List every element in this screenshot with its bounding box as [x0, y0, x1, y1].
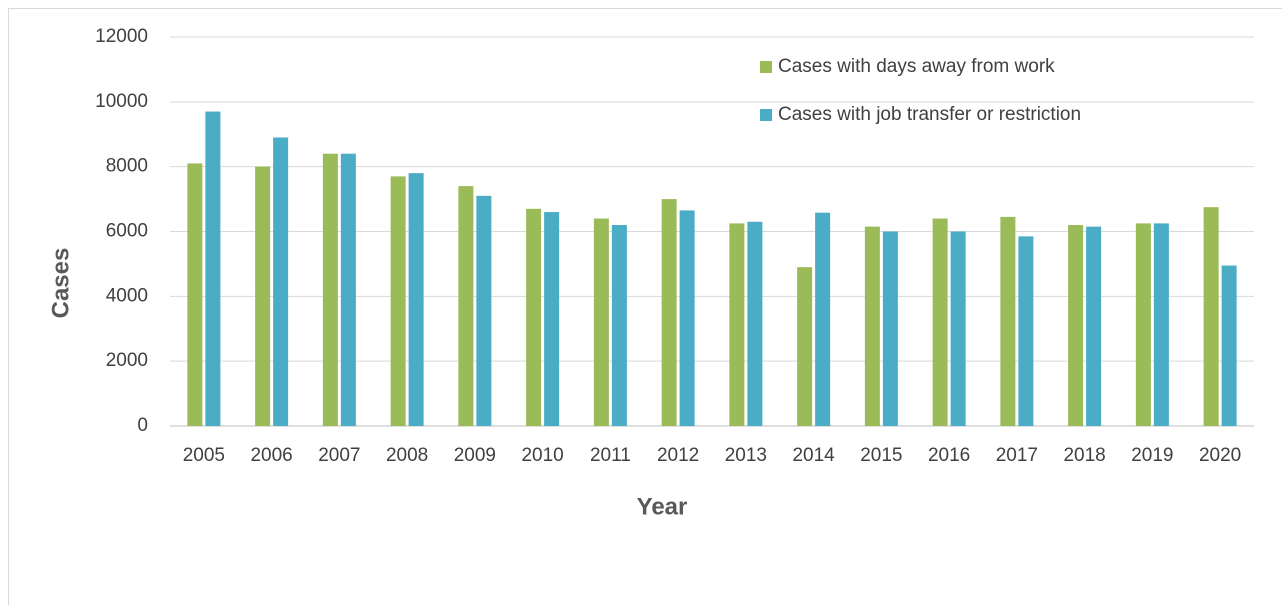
legend-label: Cases with days away from work	[778, 56, 1055, 77]
x-tick-label: 2012	[657, 445, 699, 466]
bar	[815, 212, 831, 426]
x-tick-label: 2011	[590, 445, 631, 466]
y-tick-label: 6000	[106, 221, 148, 242]
x-tick-label: 2009	[454, 445, 496, 466]
bar	[611, 225, 627, 426]
y-tick-label: 10000	[95, 91, 148, 112]
bar	[205, 111, 221, 426]
bar	[747, 221, 763, 426]
legend-swatch	[760, 109, 772, 121]
x-tick-label: 2007	[318, 445, 360, 466]
bar	[1203, 207, 1219, 426]
legend-swatch	[760, 61, 772, 73]
bar	[797, 267, 813, 426]
bar	[661, 199, 677, 426]
bar	[1000, 216, 1016, 426]
bar	[273, 137, 289, 426]
y-tick-label: 8000	[106, 156, 148, 177]
x-tick-label: 2020	[1199, 445, 1241, 466]
x-tick-label: 2016	[928, 445, 970, 466]
bar	[526, 208, 542, 426]
legend-label: Cases with job transfer or restriction	[778, 104, 1081, 125]
bar	[950, 231, 966, 426]
bar	[882, 231, 898, 426]
bar	[864, 226, 880, 426]
y-tick-label: 4000	[106, 285, 148, 306]
y-tick-label: 12000	[95, 26, 148, 47]
x-tick-label: 2008	[386, 445, 428, 466]
bar	[679, 210, 695, 426]
bar	[593, 218, 609, 426]
bar	[340, 153, 356, 426]
chart-border	[8, 8, 1282, 605]
x-tick-label: 2010	[521, 445, 563, 466]
x-tick-label: 2017	[996, 445, 1038, 466]
bar	[1153, 223, 1169, 426]
bar	[458, 186, 474, 426]
x-axis-title: Year	[637, 493, 688, 520]
bar	[1018, 236, 1034, 426]
bar	[322, 153, 338, 426]
bar	[408, 173, 424, 426]
bar	[1135, 223, 1151, 426]
y-axis-title: Cases	[47, 248, 74, 319]
x-tick-label: 2015	[860, 445, 902, 466]
bar	[390, 176, 406, 426]
bar	[1221, 265, 1237, 426]
bar	[187, 163, 203, 427]
x-tick-label: 2019	[1131, 445, 1173, 466]
x-tick-label: 2014	[792, 445, 835, 466]
bar	[476, 195, 492, 426]
bar	[1068, 225, 1084, 426]
bar	[729, 223, 745, 426]
bar	[255, 166, 271, 426]
bar	[932, 218, 948, 426]
x-tick-label: 2006	[250, 445, 292, 466]
bar	[544, 212, 560, 426]
y-tick-label: 0	[137, 415, 148, 436]
y-tick-label: 2000	[106, 350, 148, 371]
bar	[1086, 226, 1102, 426]
x-tick-label: 2005	[183, 445, 225, 466]
x-tick-label: 2018	[1063, 445, 1105, 466]
x-tick-label: 2013	[725, 445, 767, 466]
